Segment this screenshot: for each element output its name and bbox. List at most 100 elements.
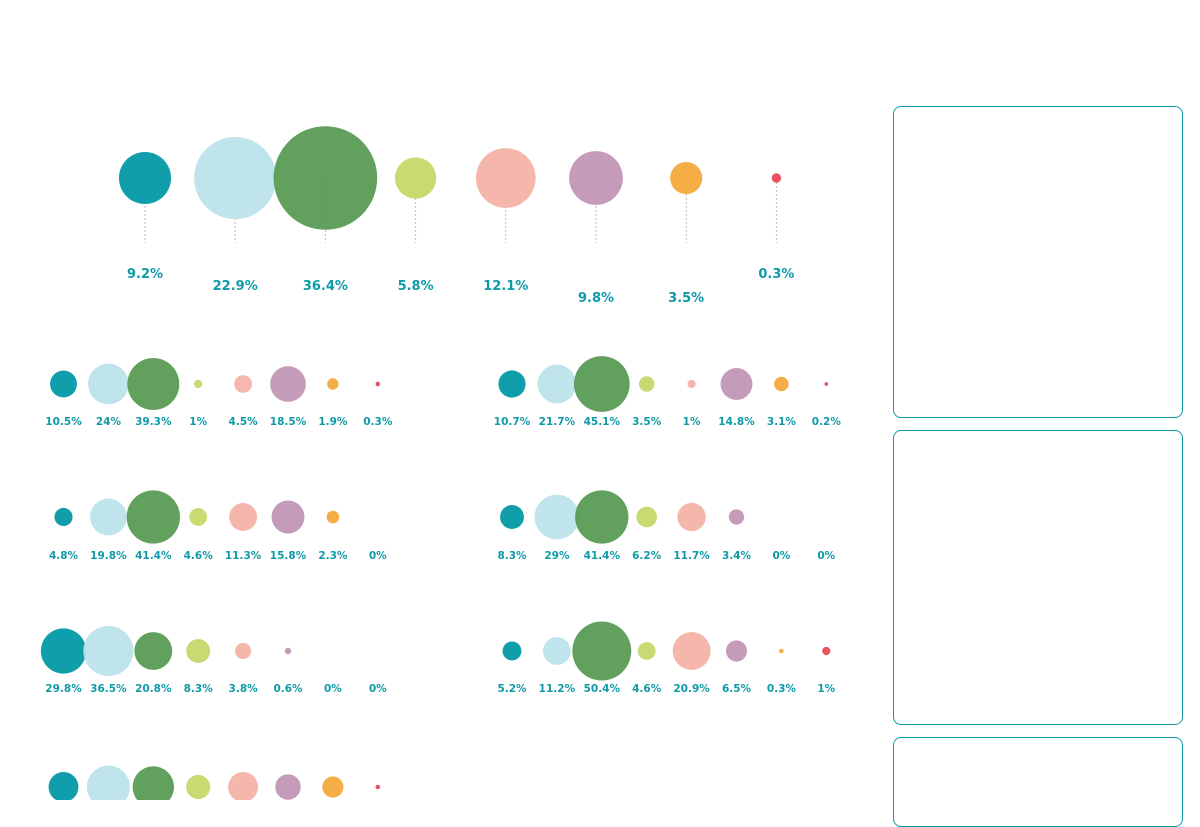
bubble-3[interactable]: [573, 356, 630, 412]
percent-label: 24%: [96, 416, 122, 428]
bubble-5[interactable]: [229, 503, 258, 531]
bubble-3[interactable]: [273, 126, 378, 230]
bubble-6[interactable]: [270, 366, 306, 402]
bubble-7[interactable]: [322, 776, 344, 798]
bubble-chart-5: 8.3% 29% 41.4% 6.2% 11.7% 3.4% 0% 0%: [497, 490, 836, 562]
bubble-3[interactable]: [134, 632, 173, 670]
bubble-charts: 9.2% 22.9% 36.4% 5.8% 12.1% 9.8% 3.5% 0.3% 10.5%…: [40, 126, 842, 800]
bubble-4[interactable]: [636, 506, 658, 528]
percent-label: 0.2%: [812, 416, 842, 428]
percent-label: 9.2%: [127, 267, 163, 282]
bubble-4[interactable]: [186, 639, 211, 663]
bubble-6[interactable]: [728, 509, 745, 525]
percent-label: 3.8%: [229, 683, 259, 695]
percent-label: 12.1%: [483, 279, 528, 294]
bubble-3[interactable]: [572, 621, 632, 681]
percent-label: 1.9%: [318, 416, 348, 428]
percent-label: 8.3%: [184, 683, 214, 695]
bubble-3[interactable]: [126, 490, 180, 544]
bubble-6[interactable]: [569, 151, 623, 205]
bubble-2[interactable]: [194, 136, 277, 220]
bubble-6[interactable]: [284, 647, 292, 655]
bubble-chart-2: 10.5% 24% 39.3% 1% 4.5% 18.5% 1.9% 0.3%: [45, 358, 393, 428]
percent-label: 4.6%: [632, 683, 662, 695]
bubble-1[interactable]: [500, 505, 524, 529]
percent-label: 4.5%: [229, 416, 259, 428]
bubble-4[interactable]: [189, 508, 208, 526]
percent-label: 0.6%: [273, 683, 303, 695]
percent-label: 6.5%: [722, 683, 752, 695]
bubble-5[interactable]: [677, 502, 706, 532]
percent-label: 3.1%: [767, 416, 797, 428]
bubble-6[interactable]: [725, 640, 748, 662]
percent-label: 15.8%: [270, 550, 307, 562]
percent-label: 41.4%: [135, 550, 172, 562]
percent-label: 10.5%: [45, 416, 82, 428]
percent-label: 5.8%: [398, 279, 434, 294]
percent-label: 3.5%: [668, 291, 704, 306]
bubble-5[interactable]: [672, 632, 711, 670]
bubble-4[interactable]: [394, 157, 437, 199]
bubble-8[interactable]: [375, 784, 381, 790]
bubble-7[interactable]: [779, 648, 784, 654]
bubble-1[interactable]: [118, 151, 172, 205]
bubble-4[interactable]: [186, 774, 211, 800]
percent-label: 3.5%: [632, 416, 662, 428]
bubble-3[interactable]: [127, 358, 180, 410]
bubble-8[interactable]: [822, 646, 831, 656]
bubble-7[interactable]: [327, 378, 339, 390]
bubble-7[interactable]: [326, 510, 340, 524]
percent-label: 11.7%: [673, 550, 710, 562]
bubble-3[interactable]: [575, 490, 629, 544]
bubble-6[interactable]: [720, 368, 753, 400]
side-panel-3[interactable]: [893, 737, 1183, 827]
bubble-2[interactable]: [543, 637, 571, 665]
bubble-1[interactable]: [48, 772, 79, 800]
percent-label: 11.2%: [539, 683, 576, 695]
bubble-7[interactable]: [774, 376, 789, 392]
bubble-8[interactable]: [824, 382, 829, 386]
percent-label: 0.3%: [363, 416, 393, 428]
bubble-8[interactable]: [375, 381, 381, 387]
bubble-1[interactable]: [50, 370, 77, 398]
percent-label: 36.4%: [303, 279, 348, 294]
bubble-5[interactable]: [235, 642, 252, 660]
percent-label: 18.5%: [270, 416, 307, 428]
bubble-2[interactable]: [83, 625, 134, 677]
percent-label: 11.3%: [225, 550, 262, 562]
bubble-4[interactable]: [637, 642, 656, 660]
percent-label: 9.8%: [578, 291, 614, 306]
bubble-2[interactable]: [537, 364, 577, 404]
bubble-7[interactable]: [670, 161, 703, 195]
bubble-chart-4: 4.8% 19.8% 41.4% 4.6% 11.3% 15.8% 2.3% 0%: [49, 490, 387, 562]
percent-label: 20.9%: [673, 683, 710, 695]
bubble-1[interactable]: [40, 628, 87, 674]
bubble-1[interactable]: [54, 507, 73, 527]
bubble-5[interactable]: [234, 375, 252, 393]
percent-label: 0%: [817, 550, 835, 562]
bubble-2[interactable]: [88, 363, 129, 405]
bubble-4[interactable]: [638, 376, 655, 392]
bubble-5[interactable]: [228, 772, 259, 800]
bubble-8[interactable]: [771, 173, 782, 183]
bubble-2[interactable]: [86, 765, 130, 800]
side-panel-2[interactable]: [893, 430, 1183, 725]
bubble-4[interactable]: [194, 379, 203, 389]
bubble-5[interactable]: [475, 148, 536, 208]
bubble-5[interactable]: [687, 379, 696, 389]
percent-label: 3.4%: [722, 550, 752, 562]
percent-label: 22.9%: [213, 279, 258, 294]
percent-label: 45.1%: [584, 416, 621, 428]
percent-label: 5.2%: [497, 683, 527, 695]
bubble-2[interactable]: [89, 498, 127, 536]
bubble-1[interactable]: [502, 641, 522, 661]
bubble-1[interactable]: [498, 370, 526, 398]
bubble-6[interactable]: [275, 774, 301, 800]
percent-label: 0%: [369, 550, 387, 562]
bubble-3[interactable]: [132, 766, 175, 800]
bubble-chart-3: 10.7% 21.7% 45.1% 3.5% 1% 14.8% 3.1% 0.2%: [494, 356, 842, 428]
bubble-2[interactable]: [534, 494, 580, 540]
percent-label: 0%: [369, 683, 387, 695]
side-panel-1[interactable]: [893, 106, 1183, 418]
bubble-6[interactable]: [271, 500, 305, 534]
